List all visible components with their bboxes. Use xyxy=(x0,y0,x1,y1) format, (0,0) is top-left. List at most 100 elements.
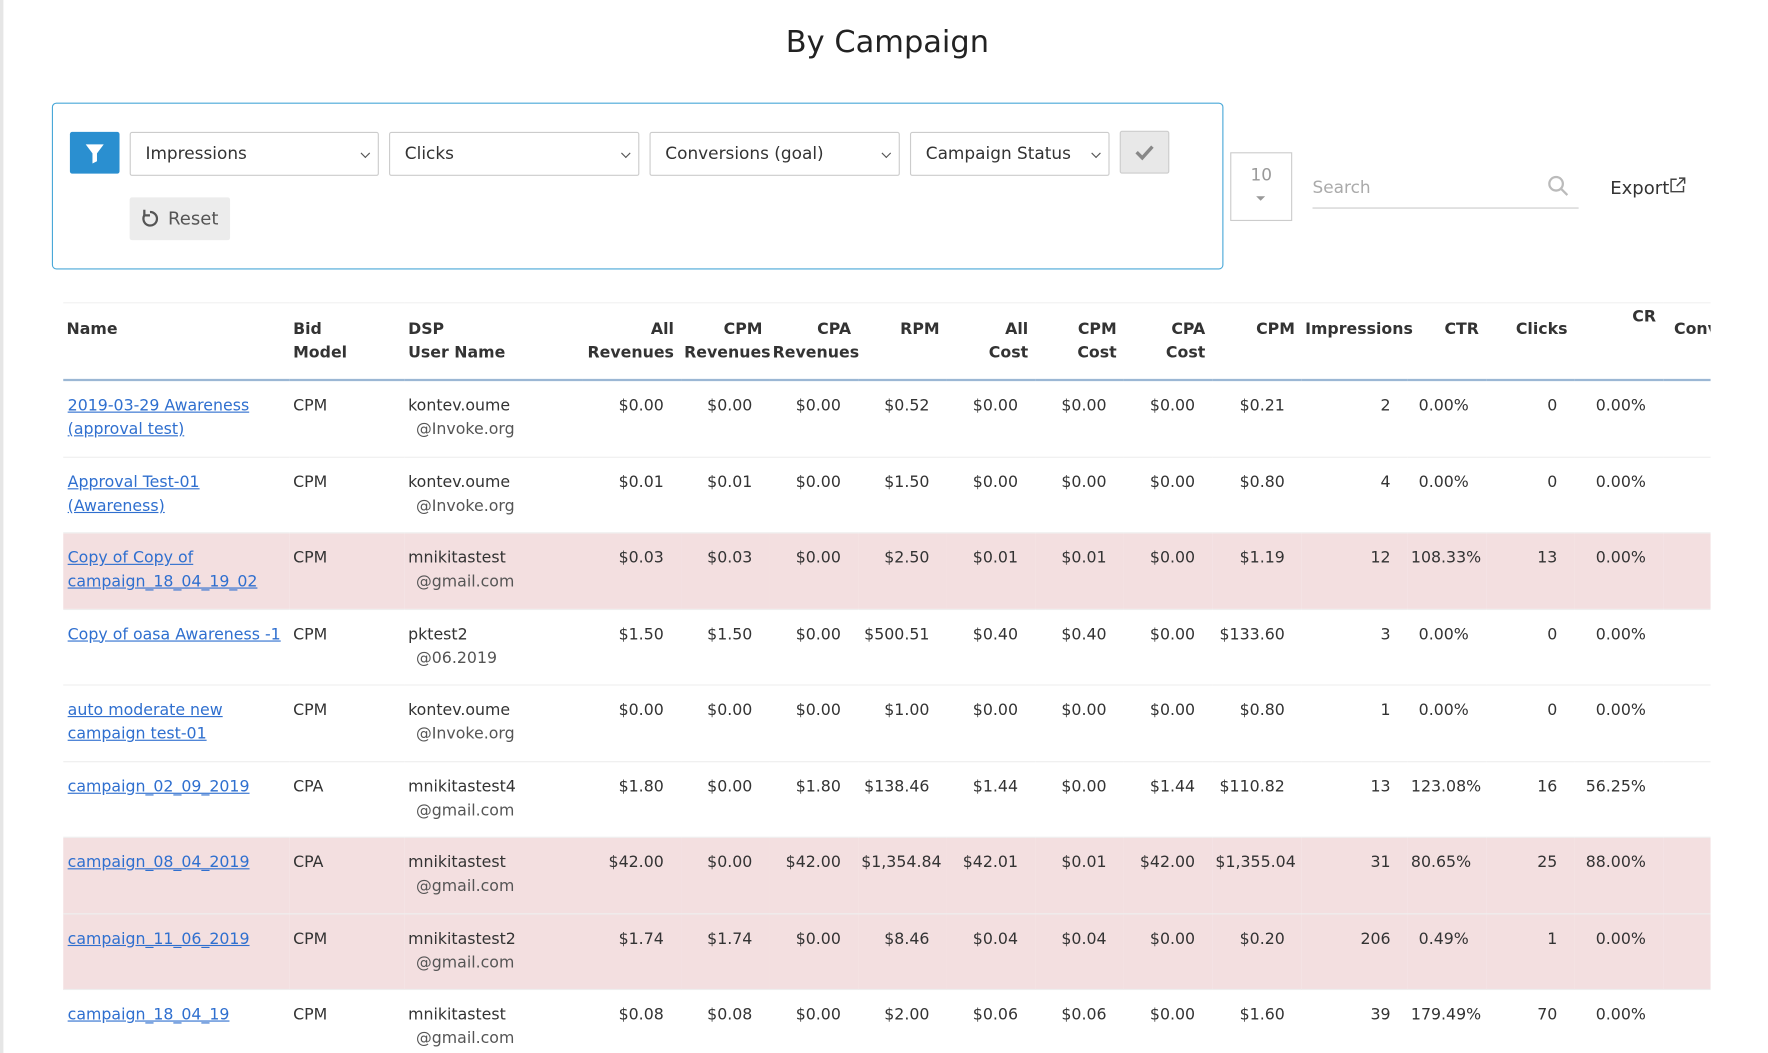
column-header[interactable]: Bid Model xyxy=(289,302,405,382)
metric-cell: 1 xyxy=(1485,913,1575,991)
name-cell: Copy of oasa Awareness -1 xyxy=(63,608,290,686)
metric-cell: $138.46 xyxy=(857,761,947,838)
column-header[interactable]: All Cost xyxy=(946,302,1035,382)
column-header[interactable]: RPM xyxy=(857,302,947,382)
metric-cell: $0.01 xyxy=(1034,532,1124,610)
metric-cell: 0 xyxy=(1485,685,1575,762)
metric-cell: 0 xyxy=(1662,913,1711,991)
export-button[interactable]: Export xyxy=(1610,176,1687,198)
page-size-value: 10 xyxy=(1250,164,1272,185)
header-line: CPM xyxy=(1077,320,1117,339)
column-header[interactable]: CPM xyxy=(1212,302,1302,382)
column-header[interactable]: CPM Revenues xyxy=(680,302,771,382)
metric-cell: 0.00% xyxy=(1574,913,1663,991)
column-header[interactable]: CTR xyxy=(1407,302,1486,382)
metric-cell: $1.44 xyxy=(1123,761,1213,838)
metric-cell: 3 xyxy=(1301,608,1408,686)
metric-cell: 0.49% xyxy=(1407,913,1486,991)
metric-cell: 1 xyxy=(1301,685,1408,762)
campaign-link[interactable]: auto moderate new campaign test-01 xyxy=(67,701,223,744)
campaign-link[interactable]: campaign_11_06_2019 xyxy=(67,929,250,948)
bid-model: CPM xyxy=(293,549,328,568)
metric-cell: 22 xyxy=(1662,837,1711,914)
dsp-domain: @Invoke.org xyxy=(415,496,515,515)
page-title: By Campaign xyxy=(785,24,990,60)
metric-cell: $1.60 xyxy=(1212,989,1302,1053)
campaign-link[interactable]: campaign_02_09_2019 xyxy=(67,777,250,796)
metric-cell: 0 xyxy=(1485,608,1575,686)
select[interactable]: Impressions xyxy=(129,131,379,176)
column-header[interactable]: CR xyxy=(1574,302,1663,382)
campaign-link[interactable]: Copy of Copy of campaign_18_04_19_02 xyxy=(67,549,258,591)
metric-cell: $0.00 xyxy=(1034,685,1124,762)
column-header[interactable]: DSP User Name xyxy=(404,302,583,382)
column-header[interactable]: Clicks xyxy=(1485,302,1575,382)
name-cell: auto moderate new campaign test-01 xyxy=(63,685,290,762)
bid-model: CPA xyxy=(293,777,324,796)
name-cell: campaign_02_09_2019 xyxy=(63,761,290,838)
column-header[interactable]: CPM Cost xyxy=(1034,302,1124,382)
page-size[interactable]: 10 xyxy=(1230,152,1293,222)
metric-cell: $0.06 xyxy=(946,989,1035,1053)
campaign-link[interactable]: 2019-03-29 Awareness (approval test) xyxy=(67,396,250,439)
select[interactable]: Campaign Status xyxy=(909,131,1110,176)
bid-cell: CPM xyxy=(289,532,405,610)
caret xyxy=(1256,196,1266,201)
name-cell: 2019-03-29 Awareness (approval test) xyxy=(63,380,290,458)
metric-cell: $1.80 xyxy=(769,761,858,838)
metric-cell: $0.00 xyxy=(1123,380,1213,458)
metric-cell: $0.40 xyxy=(946,608,1035,686)
bid-model: CPM xyxy=(293,701,328,720)
metric-cell: $1.80 xyxy=(582,761,681,838)
metric-cell: $1.50 xyxy=(857,456,947,534)
campaign-link[interactable]: campaign_08_04_2019 xyxy=(67,853,250,872)
header-line: Cost xyxy=(1165,343,1206,362)
metric-cell: $1.74 xyxy=(582,913,681,991)
reset-button[interactable]: Reset xyxy=(129,197,231,241)
header-line: CTR xyxy=(1444,320,1479,339)
dsp-domain: @gmail.com xyxy=(415,801,515,820)
metric-cell: $0.52 xyxy=(857,380,947,458)
metric-cell: $0.00 xyxy=(1123,913,1213,991)
dsp-cell: mnikitastest @gmail.com xyxy=(404,989,583,1053)
metric-cell: 9 xyxy=(1662,761,1711,838)
metric-cell: $0.01 xyxy=(582,456,681,534)
dsp-domain: @gmail.com xyxy=(415,953,515,972)
campaign-link[interactable]: campaign_18_04_19 xyxy=(67,1005,230,1024)
metric-cell: $0.00 xyxy=(1034,761,1124,838)
metric-cell: $1.74 xyxy=(680,913,770,991)
column-header[interactable]: Conversions(goal) xyxy=(1662,302,1711,382)
header-line: Revenues xyxy=(684,343,771,362)
dsp-user: mnikitastest xyxy=(408,853,506,872)
select[interactable]: Conversions (goal) xyxy=(649,131,900,176)
filter-button[interactable] xyxy=(69,131,120,174)
bid-cell: CPM xyxy=(289,456,405,534)
metric-cell: 88.00% xyxy=(1574,837,1663,914)
column-header[interactable]: CPA Revenues xyxy=(769,302,859,382)
reset-label: Reset xyxy=(168,207,219,229)
column-header[interactable]: CPA Cost xyxy=(1123,302,1213,382)
search-icon xyxy=(1548,175,1569,196)
dsp-user: kontev.oume xyxy=(408,396,511,415)
search-input[interactable]: Search xyxy=(1312,169,1579,209)
select[interactable]: Clicks xyxy=(389,131,640,176)
column-header[interactable]: Impressions xyxy=(1301,302,1413,382)
dsp-domain: @Invoke.org xyxy=(415,420,515,439)
bid-model: CPM xyxy=(293,929,328,948)
bid-model: CPM xyxy=(293,1005,328,1024)
header-line: Cost xyxy=(988,343,1029,362)
column-header[interactable]: Name xyxy=(63,302,290,382)
campaign-link[interactable]: Copy of oasa Awareness -1 xyxy=(67,625,281,644)
metric-cell: $0.01 xyxy=(680,456,770,534)
header-line: CR xyxy=(1632,307,1657,326)
header-line: Model xyxy=(293,343,348,362)
metric-cell: 80.65% xyxy=(1407,837,1486,914)
metric-cell: 4 xyxy=(1301,456,1408,534)
column-header[interactable]: All Revenues xyxy=(582,302,681,382)
search-placeholder: Search xyxy=(1312,177,1371,198)
check-icon xyxy=(1135,145,1154,161)
metric-cell: $0.00 xyxy=(769,532,858,610)
metric-cell: 2 xyxy=(1301,380,1408,458)
apply-button[interactable] xyxy=(1119,130,1170,174)
campaign-link[interactable]: Approval Test-01 (Awareness) xyxy=(67,473,200,515)
